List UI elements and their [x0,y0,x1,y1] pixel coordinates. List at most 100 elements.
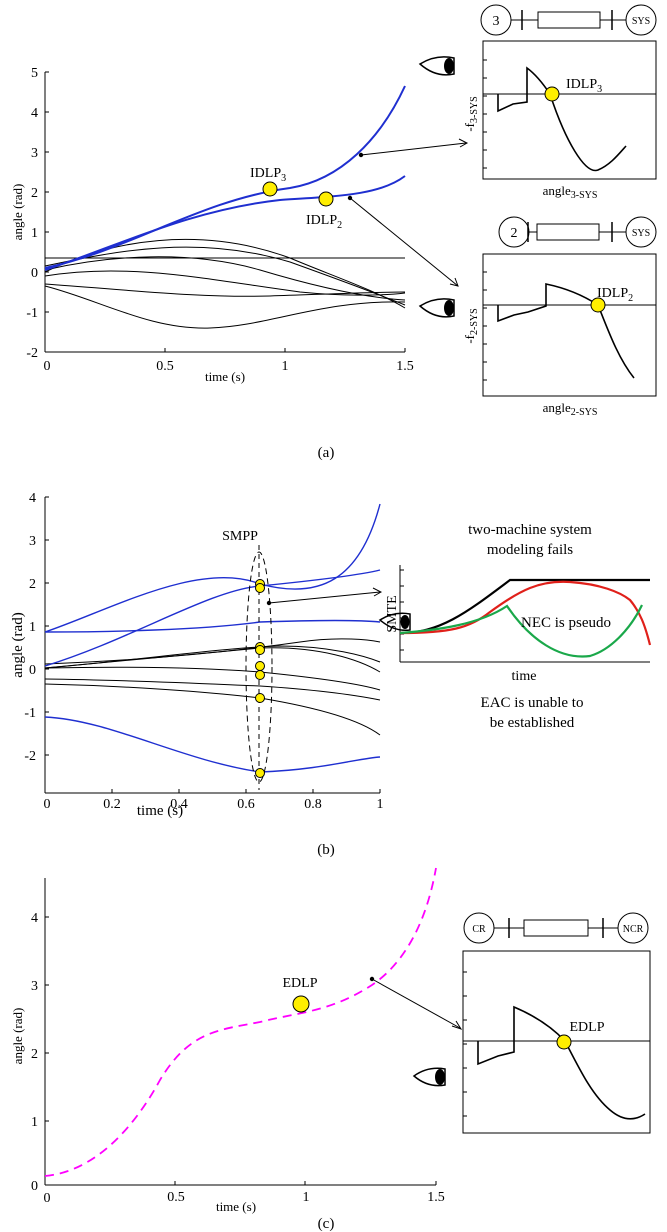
c-inset: CR NCR EDLP [462,912,651,1134]
node-circle [625,216,657,248]
caption-b: (b) [317,842,335,858]
a-ytick: 3 [31,146,38,161]
b-title-line2: modeling fails [487,542,573,558]
panel-a: 5 4 3 2 1 0 -1 -2 0 0.5 1 1.5 time (s) a… [10,4,657,461]
a-curve [44,283,406,297]
a-ytick: 5 [31,66,38,81]
inset-green-curve [399,604,643,658]
caption-c: (c) [318,1216,335,1232]
a-idlp2-label: IDLP2 [306,213,342,231]
node-label: NCR [623,924,644,935]
c-edlp-label: EDLP [283,976,318,991]
c-xtick: 1 [303,1190,310,1205]
c-dashed-curve [44,867,437,1177]
line-impedance [536,223,600,241]
a-xlabel: time (s) [205,369,245,384]
b-curve [44,683,381,736]
b-arrowhead [372,587,383,597]
inset-edlp-point [556,1034,572,1050]
a-ytick: -2 [26,346,38,361]
a-inset-bottom: 2 SYS IDLP2 -f2-SYS angle2-SYS [462,216,657,418]
inset-frame [462,950,651,1134]
b-smpp-points [255,579,265,778]
b-point [255,693,265,703]
b-ytick: 1 [29,620,36,635]
a-ylabel: angle (rad) [10,184,25,241]
b-point [255,768,265,778]
b-ticks [45,496,381,793]
c-xtick: 0.5 [167,1190,185,1205]
a-curve-idlp3 [44,85,406,269]
a-ytick: -1 [26,306,38,321]
a-ytick: 0 [31,266,38,281]
b-inset-xlabel: time [512,669,537,684]
b-curve-blue [44,619,381,633]
b-black-curves [44,638,381,736]
a-ytick: 4 [31,106,38,121]
b-ytick: 4 [29,491,36,506]
c-ytick: 4 [31,911,38,926]
b-curve [44,678,381,701]
a-arrow-top [360,142,467,156]
inset-idlp3-point [544,86,560,102]
c-ytick: 1 [31,1115,38,1130]
c-ytick: 2 [31,1047,38,1062]
node-label: 3 [493,14,500,29]
inset-ticks [463,971,467,1117]
node-label: 2 [511,226,518,241]
inset-power-curve [497,66,627,172]
b-inset: SMTE time NEC is pseudo [385,565,652,684]
a-curve [44,270,406,296]
b-xtick: 1 [377,797,384,812]
a-arrowhead [458,138,469,148]
b-xtick: 0.6 [237,797,255,812]
c-xlabel: time (s) [216,1199,256,1214]
inset-ylabel: -f2-SYS [462,308,480,343]
a-xtick: 0.5 [156,359,174,374]
c-edlp-point [292,995,310,1013]
b-ytick: -1 [24,706,36,721]
b-xtick: 0.4 [170,797,188,812]
panel-c: 4 3 2 1 0 0 0.5 1 1.5 time (s) angle (ra… [10,867,651,1232]
node-circle [625,4,657,36]
a-arrowhead [449,277,459,287]
inset-xlabel: angle2-SYS [543,400,598,418]
node-label: SYS [632,228,650,239]
b-xtick: 0 [44,797,51,812]
inset-xlabel: angle3-SYS [543,183,598,201]
b-inset-ylabel: SMTE [385,595,400,632]
node-label: SYS [632,16,650,27]
inset-red-curve [399,580,652,646]
a-xtick: 0 [44,359,51,374]
a-idlp2-point [318,191,334,207]
b-curve-blue [44,503,381,633]
node-label: CR [472,924,486,935]
inset-idlp2-label: IDLP2 [597,286,633,304]
eye-icon [412,1067,446,1087]
a-ytick: 1 [31,226,38,241]
line-impedance [537,11,601,29]
inset-frame [482,253,657,397]
inset-power-curve [477,1005,646,1120]
b-smpp-label: SMPP [222,529,258,544]
b-point [255,583,265,593]
a-ticks [45,71,406,352]
b-title-line1: two-machine system [468,522,592,538]
b-eac-line2: be established [490,715,575,731]
b-nec-label: NEC is pseudo [521,615,611,631]
a-curve [44,285,406,329]
b-xtick: 0.8 [304,797,322,812]
a-curve-idlp2 [44,175,406,271]
b-blue-curves [44,503,381,773]
panel-b: 4 3 2 1 0 -1 -2 0 0.2 0.4 0.6 0.8 1 time… [10,491,652,858]
a-arrow-bottom [349,197,459,287]
c-arrow [371,978,461,1029]
inset-ticks [483,59,487,169]
b-curve [44,647,381,673]
b-point [255,661,265,671]
b-curve [44,645,381,669]
b-ytick: 2 [29,577,36,592]
c-xtick: 1.5 [427,1190,445,1205]
caption-a: (a) [318,445,335,461]
c-ylabel: angle (rad) [10,1008,25,1065]
